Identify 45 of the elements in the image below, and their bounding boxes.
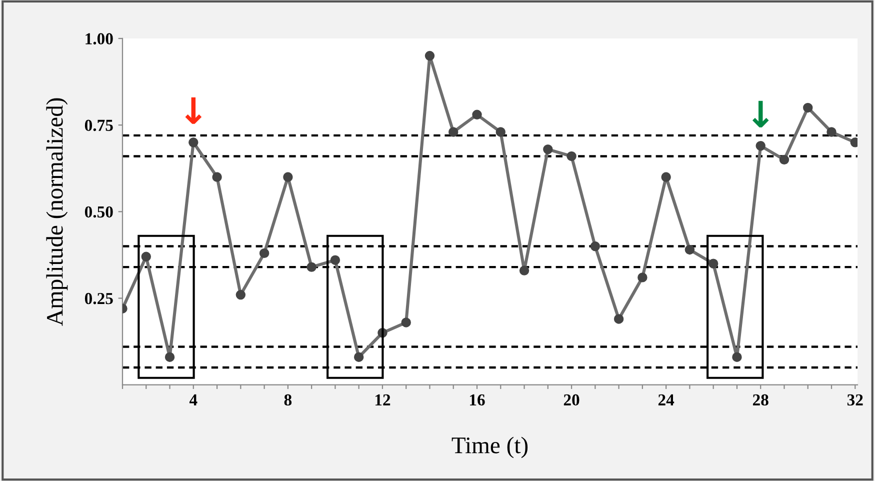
point <box>141 252 151 262</box>
point <box>826 127 836 137</box>
point <box>448 127 458 137</box>
point <box>803 102 813 113</box>
point <box>543 144 553 154</box>
annotation: ↓ <box>185 97 202 124</box>
x-tick-label: 12 <box>375 394 390 406</box>
point <box>708 258 718 268</box>
point <box>756 140 766 151</box>
y-tick-label: 0.50 <box>84 206 113 218</box>
point <box>684 244 695 255</box>
point <box>519 266 530 276</box>
annotation: ↓ <box>752 100 769 128</box>
x-tick-label: 16 <box>470 394 485 406</box>
point <box>330 255 340 265</box>
y-tick-label: 0.25 <box>84 292 113 304</box>
point <box>496 127 506 137</box>
point <box>306 262 316 272</box>
point <box>188 138 198 148</box>
point <box>354 352 364 362</box>
point <box>661 172 671 182</box>
y-tick-label: 0.75 <box>84 120 113 132</box>
point <box>164 352 175 362</box>
y-axis-title: Amplitude (normalized) <box>46 98 68 326</box>
point <box>401 318 411 328</box>
point <box>472 110 482 120</box>
point <box>424 50 435 61</box>
x-axis-title: Time (t) <box>452 436 528 458</box>
point <box>638 272 648 282</box>
x-tick-label: 8 <box>284 394 292 406</box>
point <box>566 151 576 162</box>
y-tick-label: 1.00 <box>86 33 113 44</box>
point <box>732 352 742 362</box>
point <box>212 172 222 182</box>
point <box>614 314 624 324</box>
point <box>779 154 790 165</box>
x-tick-label: 4 <box>189 394 198 406</box>
point <box>236 290 246 300</box>
point <box>283 172 293 182</box>
x-tick-label: 28 <box>752 394 768 406</box>
x-tick-label: 20 <box>564 394 580 406</box>
point <box>590 241 600 252</box>
point <box>259 248 270 258</box>
x-tick-label: 32 <box>847 394 863 406</box>
x-tick-label: 24 <box>658 394 674 406</box>
